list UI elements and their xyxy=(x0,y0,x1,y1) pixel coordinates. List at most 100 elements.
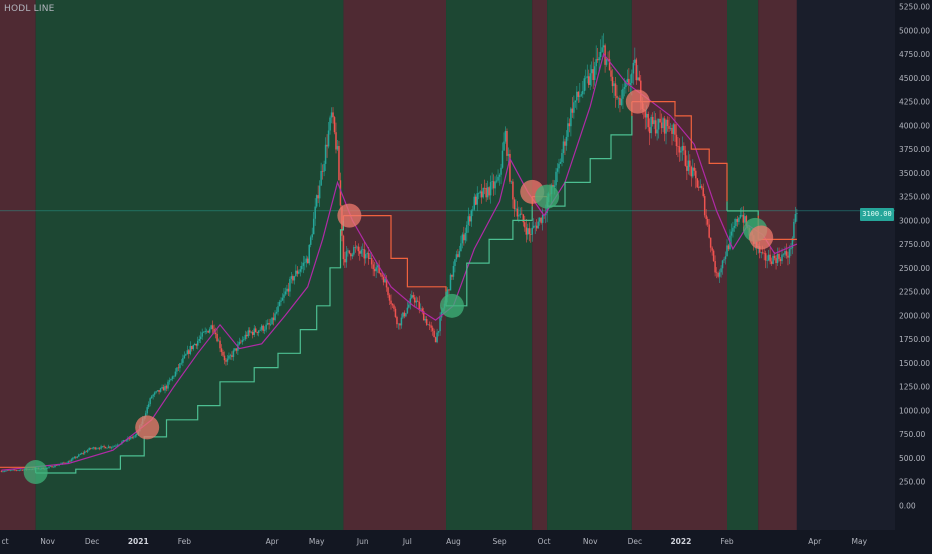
candle-body xyxy=(495,180,498,182)
candle-body xyxy=(5,470,7,472)
candle-body xyxy=(262,325,264,331)
indicator-title[interactable]: HODL LINE xyxy=(4,4,55,14)
y-tick-label: 3000.00 xyxy=(899,216,930,225)
candle-body xyxy=(788,249,791,258)
candle-body xyxy=(171,376,174,379)
candle-body xyxy=(381,274,383,277)
x-tick-label: 2021 xyxy=(128,537,149,546)
candle-body xyxy=(421,308,423,312)
candle-body xyxy=(537,221,539,229)
candle-body xyxy=(52,466,55,468)
candle-body xyxy=(767,254,770,261)
candle-body xyxy=(353,247,355,255)
y-tick-label: 1000.00 xyxy=(899,406,930,415)
candle-body xyxy=(790,248,792,250)
candle-body xyxy=(791,237,794,249)
candle-body xyxy=(781,254,783,262)
candle-body xyxy=(668,126,670,129)
candle-body xyxy=(507,153,510,156)
candle-body xyxy=(482,187,484,198)
y-axis[interactable]: 0.00 250.00 500.00 750.00 1000.00 1250.00 1500… xyxy=(895,0,932,550)
candle-body xyxy=(304,262,306,264)
candle-body xyxy=(272,317,275,321)
candle-body xyxy=(246,334,248,337)
candle-body xyxy=(735,219,737,226)
candle-body xyxy=(243,339,245,341)
candle-body xyxy=(504,130,507,142)
candle-body xyxy=(265,324,267,330)
candle-body xyxy=(647,113,649,128)
candle-body xyxy=(723,259,725,261)
x-tick-label: Apr xyxy=(266,537,280,546)
candle-body xyxy=(290,276,293,279)
candle-body xyxy=(632,62,635,74)
candle-body xyxy=(156,390,159,392)
candle-body xyxy=(512,181,514,200)
candle-body xyxy=(393,305,395,309)
y-tick-label: 3250.00 xyxy=(899,193,930,202)
candle-body xyxy=(284,291,287,295)
candle-body xyxy=(344,259,346,263)
candle-body xyxy=(327,130,330,147)
candle-body xyxy=(589,73,591,85)
candle-body xyxy=(708,224,710,238)
candle-body xyxy=(503,141,505,151)
candle-body xyxy=(463,234,465,241)
candle-body xyxy=(650,116,652,134)
candle-body xyxy=(556,168,559,172)
candle-body xyxy=(173,376,175,377)
future-area xyxy=(796,0,895,530)
candle-body xyxy=(614,83,617,96)
candle-body xyxy=(700,186,703,188)
candle-body xyxy=(382,276,385,283)
candle-body xyxy=(305,258,308,263)
candle-body xyxy=(516,208,519,217)
candle-body xyxy=(268,323,270,325)
candle-body xyxy=(696,178,699,188)
candle-body xyxy=(296,270,299,274)
candle-body xyxy=(527,228,529,235)
candle-body xyxy=(95,448,98,450)
candle-body xyxy=(92,447,95,449)
candle-body xyxy=(727,245,730,250)
x-axis[interactable]: ct Nov Dec 2021 Feb Apr May Jun Jul Aug Sep Oct Nov D… xyxy=(0,530,932,550)
candle-body xyxy=(6,470,9,471)
candle-body xyxy=(376,265,379,268)
candle-body xyxy=(125,440,128,442)
candle-body xyxy=(86,450,89,452)
candle-body xyxy=(638,77,641,81)
candle-body xyxy=(558,163,560,169)
candle-body xyxy=(672,124,675,134)
candle-body xyxy=(20,469,22,471)
candle-body xyxy=(631,73,633,84)
candle-body xyxy=(451,274,453,277)
candle-body xyxy=(741,214,743,216)
candle-body xyxy=(742,214,745,223)
candle-body xyxy=(159,388,162,392)
candle-body xyxy=(555,171,557,186)
candle-body xyxy=(582,90,584,95)
candle-body xyxy=(486,187,489,198)
candle-body xyxy=(436,332,438,343)
candle-body xyxy=(72,458,74,460)
candle-body xyxy=(518,215,520,217)
candle-body xyxy=(249,330,251,333)
candle-body xyxy=(610,70,612,77)
candle-body xyxy=(452,265,455,277)
candle-body xyxy=(67,461,70,463)
candle-body xyxy=(677,146,679,147)
x-axis-background xyxy=(0,530,932,550)
candle-body xyxy=(761,252,764,254)
candle-body xyxy=(675,134,678,147)
y-tick-label: 0.00 xyxy=(899,501,916,510)
candle-body xyxy=(335,132,337,150)
candle-body xyxy=(469,216,471,222)
sell-signal-marker xyxy=(337,203,362,228)
candle-body xyxy=(301,265,303,270)
candle-body xyxy=(440,311,443,318)
candle-body xyxy=(625,82,627,88)
candles xyxy=(0,33,798,473)
candle-body xyxy=(205,330,208,332)
